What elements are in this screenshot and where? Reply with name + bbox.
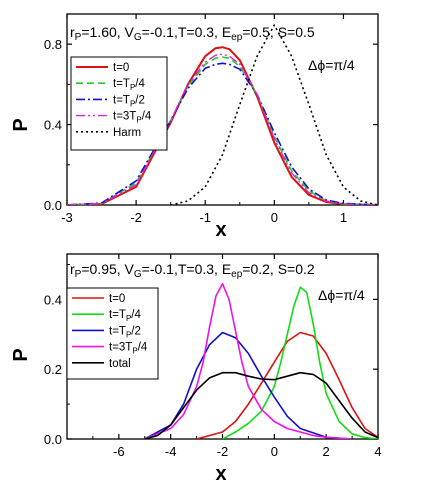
legend: t=0 t=TP/4 t=TP/2 t=3TP/4 total: [66, 287, 159, 380]
series-line-4: [144, 282, 353, 439]
y-tick-label: 0.8: [44, 37, 62, 52]
x-axis-label: x: [215, 463, 226, 485]
x-tick-label: -2: [130, 210, 142, 225]
series-line-5: [144, 371, 378, 439]
legend-label: t=TP/2: [109, 325, 141, 339]
x-tick-label: 0: [271, 210, 278, 225]
chart-panel-1: -3 -2 -1 0 1 0.0 0.4 0.8 rP=1.60, VG=-0.1,T=0.3,…: [10, 13, 379, 241]
legend-label: t=0: [113, 62, 129, 74]
series-line-2: [222, 286, 378, 439]
legend-label: t=TP/4: [113, 78, 145, 92]
x-axis-label: x: [215, 219, 226, 241]
y-axis-label: P: [10, 348, 32, 361]
y-tick-label: 0.0: [44, 432, 62, 447]
phase-annotation: Δϕ=π/4: [318, 287, 365, 303]
y-tick-label: 0.4: [44, 118, 62, 133]
legend-label: t=0: [109, 293, 125, 305]
chart-panel-2: -6 -4 -2 0 2 4 0.0 0.2 0.4 rP=0.95, VG=-0.1,T=0.3…: [10, 253, 382, 485]
series-line-3: [144, 331, 353, 439]
x-tick-label: -2: [217, 444, 229, 459]
x-tick-label: 2: [323, 444, 330, 459]
legend-label: t=TP/2: [113, 94, 145, 108]
x-tick-label: -6: [113, 444, 125, 459]
plot-frame: [66, 13, 379, 206]
legend-label: t=3TP/4: [113, 111, 152, 125]
x-tick-label: -4: [165, 444, 177, 459]
x-tick-label: 1: [340, 210, 347, 225]
legend-label: total: [109, 358, 131, 370]
legend-box: [66, 287, 159, 380]
series-line-1: [196, 331, 378, 439]
chart-title: rP=0.95, VG=-0.1,T=0.3, Eep=0.2, S=0.2: [70, 261, 315, 280]
x-tick-label: -1: [199, 210, 211, 225]
legend: t=0 t=TP/4 t=TP/2 t=3TP/4 Harm: [70, 56, 168, 151]
y-tick-label: 0.4: [44, 292, 62, 307]
legend-label: Harm: [113, 127, 141, 139]
y-tick-label: 0.0: [44, 198, 62, 213]
legend-label: t=TP/4: [109, 309, 141, 323]
x-tick-label: 0: [271, 444, 278, 459]
x-tick-label: -3: [61, 210, 73, 225]
chart-title: rP=1.60, VG=-0.1,T=0.3, Eep=0.5, S=0.5: [70, 24, 315, 43]
series-line-5: [170, 24, 378, 205]
x-tick-label: 4: [374, 444, 381, 459]
y-axis-label: P: [10, 118, 32, 131]
legend-box: [70, 56, 168, 151]
phase-annotation: Δϕ=π/4: [308, 57, 355, 73]
legend-label: t=3TP/4: [109, 342, 148, 356]
y-tick-label: 0.2: [44, 362, 62, 377]
